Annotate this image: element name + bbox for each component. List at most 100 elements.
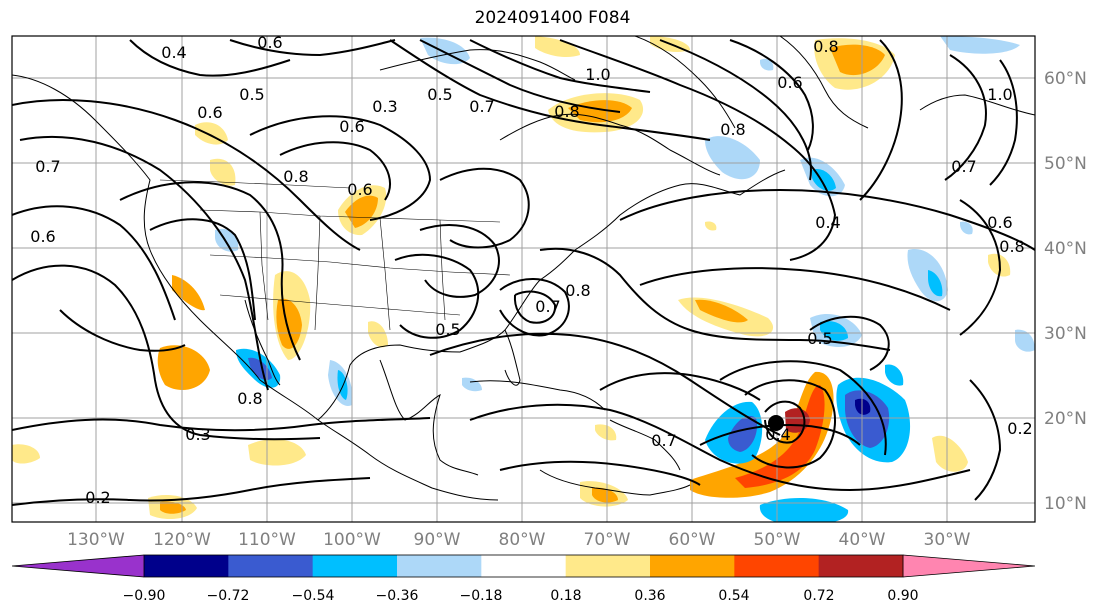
- contour-label: 0.6: [30, 227, 55, 246]
- warm-anomaly-18-core: [592, 487, 618, 503]
- warm-anomaly-8-core: [345, 195, 378, 228]
- warm-anomaly-19: [595, 424, 617, 441]
- colorbar-tick: −0.72: [207, 588, 250, 604]
- cold-anomaly-3: [759, 498, 849, 522]
- colorbar-tick: 0.18: [550, 588, 581, 604]
- map-frame: [11, 35, 1036, 523]
- lat-label: 40°N: [1044, 239, 1087, 259]
- colorbar-tick: −0.90: [123, 588, 166, 604]
- warm-anomaly-2: [932, 435, 968, 472]
- colorbar-segment: [481, 555, 567, 577]
- cold-anomaly-7: [940, 36, 1020, 54]
- contour-label: 0.5: [239, 85, 264, 104]
- contour-label: 0.3: [185, 425, 210, 444]
- contour-label: 1.0: [585, 65, 610, 84]
- colorbar-tick: −0.18: [460, 588, 503, 604]
- contour-label: 0.8: [999, 237, 1024, 256]
- lon-label: 130°W: [67, 530, 125, 550]
- contour-label: 0.4: [161, 43, 186, 62]
- contour-label: 0.6: [777, 73, 802, 92]
- contour-label: 0.8: [813, 37, 838, 56]
- contour-label: 0.8: [283, 167, 308, 186]
- lon-label: 40°W: [839, 530, 886, 550]
- lon-label: 110°W: [238, 530, 296, 550]
- cold-anomaly-1-core: [728, 416, 758, 452]
- warm-anomaly-1-core: [735, 385, 825, 488]
- warm-anomaly-16: [12, 444, 40, 464]
- lon-label: 100°W: [323, 530, 381, 550]
- lat-label: 50°N: [1044, 154, 1087, 174]
- contour-label: 0.2: [85, 488, 110, 507]
- cold-anomaly-15: [462, 377, 482, 392]
- colorbar-extend-max: [903, 555, 1035, 577]
- cold-anomaly-4-core: [820, 320, 848, 341]
- colorbar-segment: [565, 555, 651, 577]
- cold-anomaly-9-core: [248, 357, 272, 381]
- contour-label: 0.6: [257, 33, 282, 52]
- cold-anomaly-16: [760, 58, 774, 71]
- cold-anomaly-14: [885, 364, 904, 386]
- warm-anomaly-5-core: [830, 44, 885, 76]
- contour-label: 0.7: [469, 97, 494, 116]
- cold-anomaly-13: [1015, 329, 1035, 352]
- warm-anomaly-13: [172, 275, 205, 311]
- warm-anomaly-3-core: [695, 299, 748, 323]
- lon-label: 60°W: [669, 530, 716, 550]
- colorbar-segment: [144, 555, 229, 577]
- lat-label: 20°N: [1044, 409, 1087, 429]
- lon-label: 80°W: [499, 530, 546, 550]
- lon-label: 120°W: [153, 530, 211, 550]
- contour-label: 0.6: [347, 180, 372, 199]
- longitude-labels: 130°W 120°W 110°W 100°W 90°W 80°W 70°W 6…: [67, 530, 971, 550]
- lon-label: 50°W: [754, 530, 801, 550]
- colorbar-tick: −0.36: [376, 588, 419, 604]
- lat-label: 10°N: [1044, 494, 1087, 514]
- colorbar-outline: [143, 554, 904, 578]
- colorbar-tick: −0.54: [292, 588, 335, 604]
- colorbar-extend-min: [12, 555, 144, 577]
- storm-center-marker: [768, 415, 784, 431]
- warm-anomaly-21: [705, 221, 717, 231]
- colorbar-tick: 0.36: [634, 588, 665, 604]
- colorbar-tick: 0.72: [803, 588, 834, 604]
- contour-label: 0.8: [237, 389, 262, 408]
- contour-label: 0.3: [372, 97, 397, 116]
- colorbar-tick: 0.54: [718, 588, 749, 604]
- contour-label: 0.5: [427, 85, 452, 104]
- contour-label: 0.7: [535, 297, 560, 316]
- contour-label: 0.7: [35, 157, 60, 176]
- contour-labels: 0.4 0.6 0.5 0.6 0.3 0.5 0.7 0.6 1.0 0.8 0.8 0.6 0.8 1…: [30, 33, 1032, 507]
- warm-anomaly-9-core: [276, 298, 302, 349]
- contour-label: 0.8: [565, 281, 590, 300]
- contour-label: 0.5: [807, 329, 832, 348]
- map-title: 2024091400 F084: [474, 8, 631, 28]
- colorbar-segment: [734, 555, 820, 577]
- contour-label: 0.8: [720, 120, 745, 139]
- contour-label: 1.0: [987, 85, 1012, 104]
- colorbar-segment: [650, 555, 735, 577]
- lon-label: 70°W: [584, 530, 631, 550]
- state-borders: [159, 179, 511, 331]
- cold-anomaly-5: [705, 136, 760, 180]
- contour-label: 0.2: [1007, 419, 1032, 438]
- colorbar: [11, 554, 1036, 578]
- warm-anomaly-10: [157, 345, 210, 390]
- colorbar-ticks: −0.90 −0.72 −0.54 −0.36 −0.18 0.18 0.36 …: [123, 588, 919, 604]
- contour-label: 0.6: [987, 213, 1012, 232]
- contour-lines: [12, 39, 1035, 506]
- warm-anomaly-12: [210, 158, 236, 186]
- contour-label: 0.6: [339, 117, 364, 136]
- contour-label: 0.4: [815, 213, 840, 232]
- contour-label: 0.5: [435, 320, 460, 339]
- contour-label: 0.7: [951, 157, 976, 176]
- warm-anomaly-15: [248, 439, 306, 466]
- colorbar-segment: [397, 555, 482, 577]
- warm-anomaly-17-core: [160, 501, 186, 514]
- contour-label: 0.6: [197, 103, 222, 122]
- warm-anomaly-6: [535, 36, 580, 58]
- colorbar-tick: 0.90: [887, 588, 918, 604]
- lat-label: 30°N: [1044, 324, 1087, 344]
- cold-anomaly-17: [960, 221, 973, 235]
- cold-anomaly-12-core: [928, 270, 943, 297]
